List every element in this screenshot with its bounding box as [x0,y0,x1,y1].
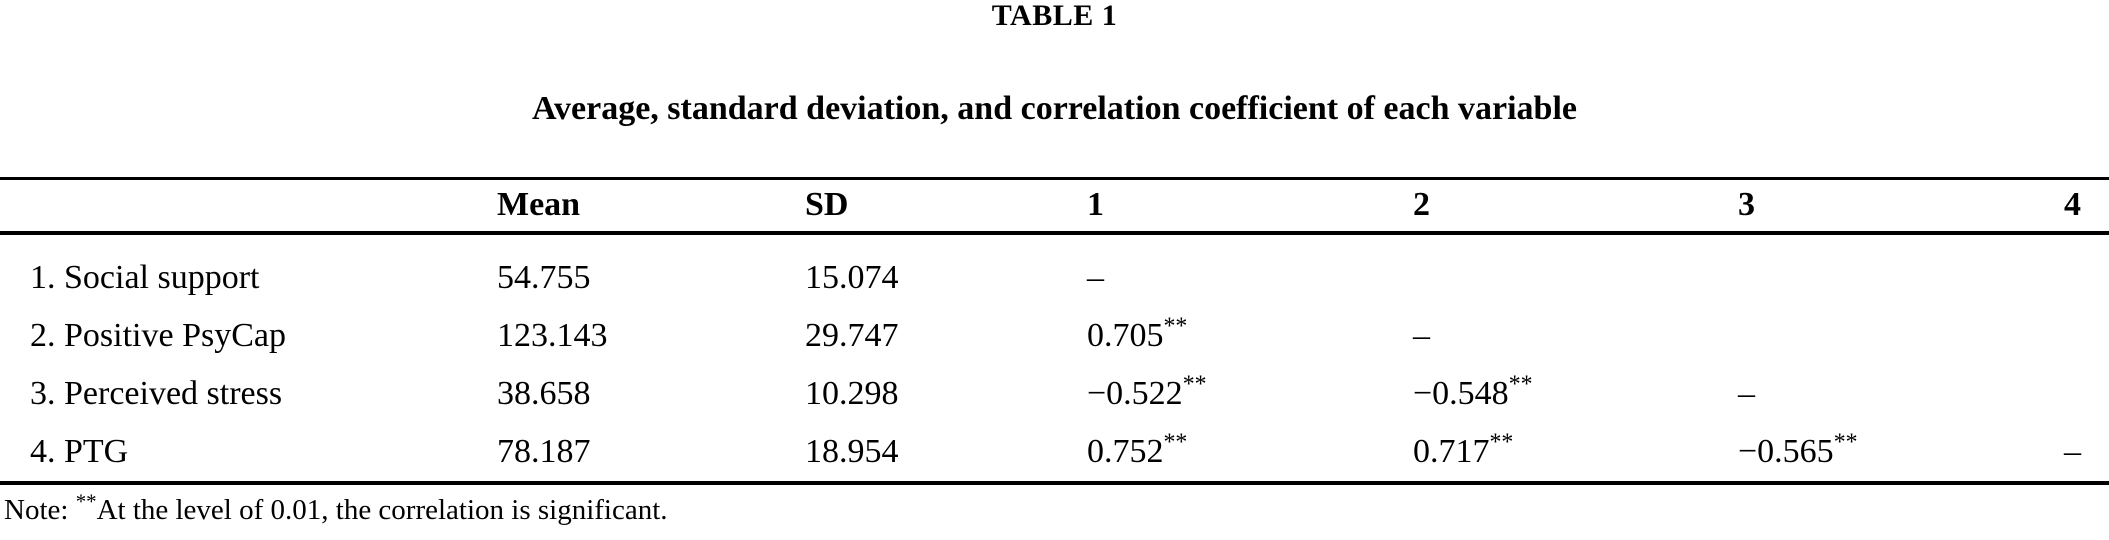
significance-marker: ** [1163,313,1188,340]
correlation-cell [1738,233,1978,307]
mean-cell: 54.755 [497,259,591,296]
correlation-table: Mean SD 1 2 3 4 1. Social support 54.755 1… [0,177,2109,485]
correlation-cell: −0.522** [1087,371,1207,412]
mean-cell: 123.143 [497,317,608,354]
significance-marker: ** [1508,371,1533,398]
correlation-cell: – [1413,317,1430,354]
table-caption-number: TABLE 1 [991,0,1118,32]
correlation-cell: – [1738,375,1755,412]
correlation-cell [1978,307,2109,365]
table-caption-title: Average, standard deviation, and correla… [531,90,1578,127]
header-1: 1 [1087,178,1413,235]
correlation-cell: −0.565** [1738,429,1858,470]
correlation-cell: 0.717** [1413,429,1514,470]
correlation-cell: 0.705** [1087,313,1188,354]
note-text: At the level of 0.01, the correlation is… [96,494,668,526]
mean-cell: 78.187 [497,433,591,470]
significance-marker: ** [1182,371,1207,398]
table-row: 2. Positive PsyCap 123.143 29.747 0.705** – [0,307,2109,365]
row-label-cell: 4. PTG [30,433,129,470]
header-3: 3 [1738,178,1978,235]
header-variable [0,178,497,235]
sd-cell: 15.074 [805,259,899,296]
correlation-cell [1413,233,1738,307]
sd-cell: 18.954 [805,433,899,470]
correlation-cell [1978,233,2109,307]
correlation-cell: – [1087,259,1104,296]
header-mean: Mean [497,178,805,235]
note-prefix: Note: [4,494,76,526]
header-row: Mean SD 1 2 3 4 [0,178,2109,235]
sd-cell: 29.747 [805,317,899,354]
significance-marker: ** [1163,429,1188,456]
row-label-cell: 3. Perceived stress [30,375,283,412]
header-4: 4 [1978,178,2109,235]
row-label-cell: 1. Social support [30,259,260,296]
note-significance-marker: ** [75,489,97,514]
row-label-cell: 2. Positive PsyCap [30,317,286,354]
table-body: 1. Social support 54.755 15.074–2. Positiv… [0,233,2109,483]
correlation-cell [1978,365,2109,423]
mean-cell: 38.658 [497,375,591,412]
table-row: 1. Social support 54.755 15.074 – [0,233,2109,307]
table-note: Note: **At the level of 0.01, the correl… [4,491,668,526]
header-2: 2 [1413,178,1738,235]
table-row: 3. Perceived stress 38.658 10.298 −0.522** −… [0,365,2109,423]
significance-marker: ** [1833,429,1858,456]
table-row: 4. PTG 78.187 18.954 0.752** 0.717** −0.565**… [0,423,2109,483]
sd-cell: 10.298 [805,375,899,412]
correlation-cell: −0.548** [1413,371,1533,412]
correlation-cell [1738,307,1978,365]
correlation-cell: – [2064,433,2081,470]
header-sd: SD [805,178,1087,235]
correlation-cell: 0.752** [1087,429,1188,470]
significance-marker: ** [1489,429,1514,456]
